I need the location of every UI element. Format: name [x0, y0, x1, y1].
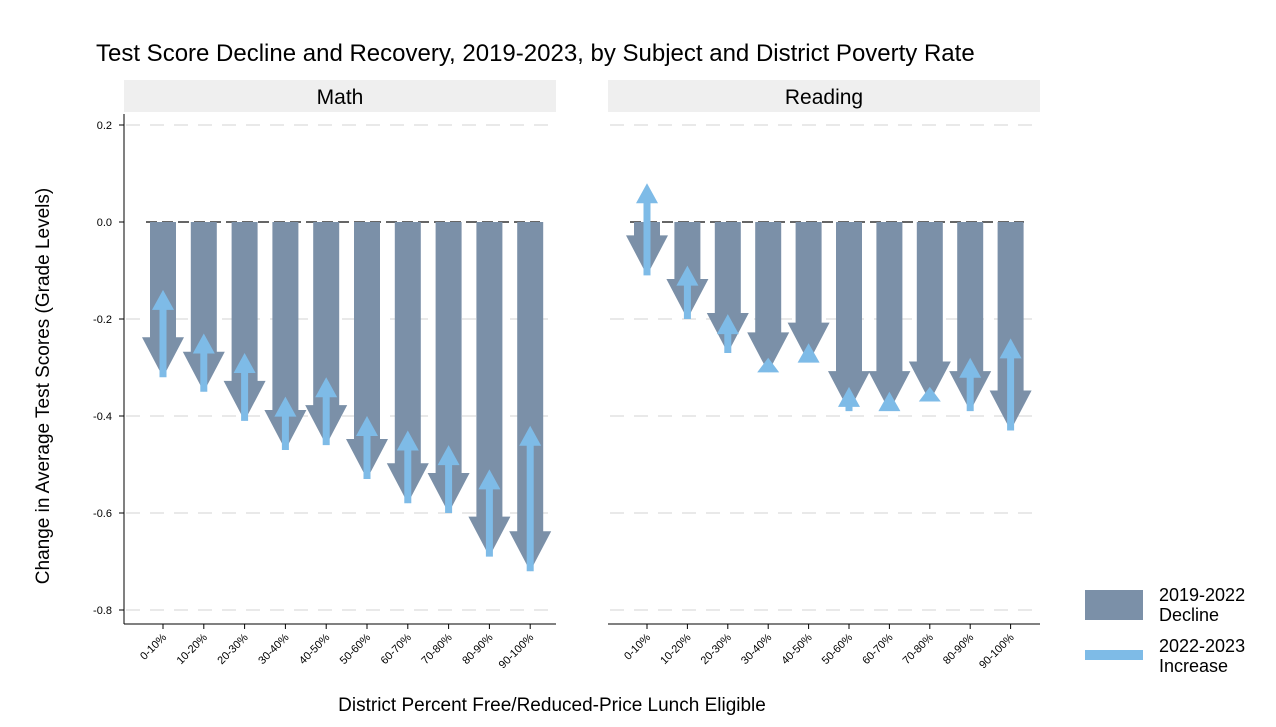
x-tick-label: 20-30%	[215, 631, 250, 666]
x-tick-label: 70-80%	[901, 631, 936, 666]
increase-arrow	[396, 430, 419, 504]
increase-arrow	[274, 396, 297, 450]
y-tick-label: -0.8	[93, 605, 112, 617]
legend-swatch-decline	[1085, 590, 1143, 620]
x-axis-label: District Percent Free/Reduced-Price Lunc…	[338, 695, 766, 716]
x-tick-label: 0-10%	[622, 631, 653, 662]
x-tick-label: 80-90%	[460, 631, 495, 666]
decline-arrow	[509, 222, 552, 572]
decline-arrow	[787, 222, 830, 363]
x-tick-label: 50-60%	[820, 631, 855, 666]
y-tick-label: -0.6	[93, 508, 112, 520]
decline-arrow	[828, 222, 870, 412]
y-tick-label: 0.2	[97, 120, 112, 132]
increase-arrow	[838, 386, 860, 412]
x-tick-label: 50-60%	[338, 631, 373, 666]
increase-arrow	[676, 265, 699, 319]
increase-arrow	[959, 357, 982, 412]
increase-arrow	[478, 469, 501, 557]
decline-arrow	[182, 222, 225, 392]
increase-arrow	[716, 314, 739, 353]
increase-arrow	[437, 445, 460, 513]
chart-title: Test Score Decline and Recovery, 2019-20…	[96, 40, 975, 67]
decline-arrow	[989, 222, 1032, 431]
x-tick-label: 90-100%	[497, 631, 537, 671]
panel-reading: Reading 0-10% 10-20% 20-30% 30-40% 40-50% 50-6…	[608, 80, 1040, 671]
y-axis-label: Change in Average Test Scores (Grade Lev…	[33, 188, 54, 584]
x-tick-label: 40-50%	[297, 631, 332, 666]
x-tick-label: 60-70%	[860, 631, 895, 666]
panel-strip	[124, 80, 556, 112]
increase-arrow	[233, 352, 256, 421]
increase-arrow	[356, 416, 378, 480]
decline-arrow	[868, 222, 911, 412]
decline-arrow	[949, 222, 992, 412]
decline-arrow	[223, 222, 266, 421]
panel-title: Reading	[785, 86, 863, 109]
decline-arrow	[264, 222, 307, 450]
increase-arrow	[519, 425, 542, 572]
increase-arrow	[315, 377, 338, 446]
increase-arrow	[757, 357, 780, 373]
x-tick-label: 20-30%	[699, 631, 734, 666]
legend-label: Increase	[1159, 656, 1228, 676]
panel-title: Math	[317, 86, 364, 109]
decline-arrow	[427, 222, 470, 513]
decline-arrow	[747, 222, 790, 373]
increase-arrow	[636, 183, 658, 276]
decline-arrow	[468, 222, 511, 557]
y-tick-label: 0.0	[97, 217, 112, 229]
increase-arrow	[999, 338, 1022, 431]
x-tick-label: 0-10%	[138, 631, 169, 662]
x-tick-label: 40-50%	[779, 631, 814, 666]
legend-label: Decline	[1159, 605, 1219, 625]
increase-arrow	[918, 386, 941, 402]
increase-arrow	[152, 289, 174, 378]
x-tick-label: 90-100%	[977, 631, 1017, 671]
increase-arrow	[192, 333, 215, 392]
legend-swatch-increase	[1085, 650, 1143, 660]
decline-arrow	[706, 222, 749, 353]
panel-math: Math 0.2 0.0 -0.2 -0.4 -0.6 -0.8 0-10% 10-20% 20-…	[93, 80, 556, 671]
legend-label: 2019-2022	[1159, 585, 1245, 605]
panel-strip	[608, 80, 1040, 112]
x-tick-label: 60-70%	[379, 631, 414, 666]
decline-arrow	[386, 222, 429, 504]
increase-arrow	[878, 391, 901, 412]
x-tick-label: 10-20%	[175, 631, 210, 666]
y-tick-label: -0.4	[93, 411, 112, 423]
x-tick-label: 10-20%	[658, 631, 693, 666]
decline-arrow	[305, 222, 348, 446]
legend-label: 2022-2023	[1159, 636, 1245, 656]
decline-arrow	[346, 222, 388, 480]
x-tick-label: 30-40%	[739, 631, 774, 666]
increase-arrow	[797, 343, 820, 363]
x-tick-label: 80-90%	[941, 631, 976, 666]
x-tick-label: 30-40%	[256, 631, 291, 666]
x-tick-label: 70-80%	[419, 631, 454, 666]
decline-arrow	[908, 222, 951, 402]
y-tick-label: -0.2	[93, 314, 112, 326]
